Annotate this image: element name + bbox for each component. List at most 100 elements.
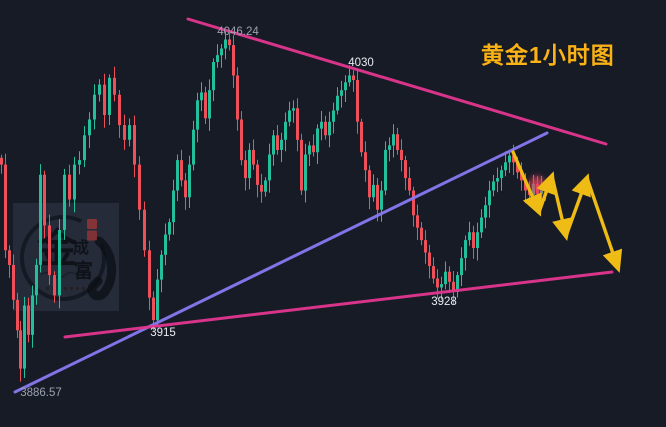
candle-body bbox=[508, 155, 511, 163]
candle-body bbox=[448, 271, 451, 282]
candle-body bbox=[492, 181, 495, 191]
candle-body bbox=[164, 234, 167, 255]
candle-body bbox=[248, 149, 251, 179]
candle-body bbox=[296, 108, 299, 140]
watermark-red-seal-top bbox=[87, 219, 97, 229]
price-label: 4030 bbox=[348, 57, 374, 69]
candle-body bbox=[39, 174, 42, 265]
candle-body bbox=[400, 149, 403, 160]
candle-body bbox=[268, 154, 271, 181]
candle-body bbox=[48, 225, 51, 276]
candle-body bbox=[98, 84, 101, 95]
forecast-arrow bbox=[536, 171, 556, 214]
price-highlight-marker bbox=[531, 178, 543, 194]
candle-body bbox=[372, 184, 375, 198]
candle-body bbox=[504, 162, 507, 171]
candle-body bbox=[472, 232, 475, 248]
candle-body bbox=[368, 170, 371, 198]
price-label: 4046.24 bbox=[217, 26, 259, 38]
candle-body bbox=[316, 128, 319, 153]
candle-body bbox=[408, 178, 411, 191]
candle-body bbox=[156, 279, 159, 321]
candle-body bbox=[73, 164, 76, 200]
candle-body bbox=[133, 125, 136, 165]
descending-resistance-line bbox=[186, 17, 608, 146]
forecast-arrow bbox=[550, 174, 573, 241]
candle-body bbox=[78, 160, 81, 165]
watermark-char-jin: 金 bbox=[37, 225, 77, 272]
watermark-char-cheng: 成 bbox=[73, 238, 90, 257]
candle-body bbox=[376, 184, 379, 210]
candle-body bbox=[31, 295, 34, 335]
candle-body bbox=[68, 174, 71, 200]
candle-body bbox=[320, 121, 323, 129]
candle-body bbox=[216, 55, 219, 62]
candle-body bbox=[440, 284, 443, 288]
candle-body bbox=[300, 139, 303, 191]
candle-body bbox=[516, 162, 519, 173]
candle-body bbox=[288, 110, 291, 122]
candle-body bbox=[512, 155, 515, 163]
candle-body bbox=[172, 190, 175, 223]
candle-body bbox=[332, 110, 335, 122]
candle-body bbox=[280, 139, 283, 150]
candle-body bbox=[138, 164, 141, 210]
candle-body bbox=[464, 240, 467, 259]
candle-body bbox=[108, 77, 111, 115]
candle-body bbox=[336, 95, 339, 111]
watermark-red-seal-bottom bbox=[87, 230, 97, 241]
candle-body bbox=[488, 190, 491, 206]
watermark-small-text bbox=[46, 287, 94, 290]
candle-body bbox=[456, 275, 459, 292]
price-labels-layer: 4046.24 4030 3915 3928 3886.57 bbox=[20, 26, 457, 399]
candle-body bbox=[123, 125, 126, 140]
candle-body bbox=[53, 275, 56, 296]
candle-body bbox=[480, 217, 483, 233]
candle-body bbox=[396, 134, 399, 150]
candle-body bbox=[204, 92, 207, 119]
candle-body bbox=[404, 160, 407, 179]
candle-body bbox=[35, 264, 38, 296]
candle-body bbox=[188, 164, 191, 198]
candle-body bbox=[23, 305, 26, 369]
candle-body bbox=[328, 121, 331, 136]
candle-body bbox=[352, 75, 355, 80]
candle-body bbox=[168, 222, 171, 235]
candle-body bbox=[208, 90, 211, 119]
candle-body bbox=[444, 271, 447, 285]
candle-body bbox=[276, 135, 279, 150]
candle-body bbox=[143, 209, 146, 251]
candle-body bbox=[200, 92, 203, 101]
candle-body bbox=[184, 180, 187, 198]
candle-body bbox=[93, 94, 96, 120]
candle-body bbox=[236, 75, 239, 120]
candle-body bbox=[520, 172, 523, 181]
candle-body bbox=[8, 250, 11, 265]
candle-body bbox=[496, 178, 499, 182]
candle-body bbox=[476, 232, 479, 248]
candle-body bbox=[324, 121, 327, 136]
candle-body bbox=[232, 45, 235, 76]
candle-body bbox=[16, 299, 19, 331]
candle-body bbox=[452, 281, 455, 292]
candle-body bbox=[228, 39, 231, 46]
candle-body bbox=[460, 258, 463, 276]
forecast-arrow bbox=[564, 173, 591, 238]
chart-title: 黄金1小时图 bbox=[481, 42, 615, 68]
candle-body bbox=[63, 174, 66, 230]
candle-body bbox=[284, 121, 287, 140]
candle-body bbox=[58, 230, 61, 296]
candle-body bbox=[240, 119, 243, 161]
candle-body bbox=[308, 145, 311, 155]
candle-body bbox=[348, 75, 351, 83]
candle-body bbox=[128, 125, 131, 140]
candle-body bbox=[428, 252, 431, 266]
candle-body bbox=[292, 108, 295, 111]
candle-body bbox=[384, 149, 387, 191]
candle-body bbox=[264, 180, 267, 192]
candle-body bbox=[196, 100, 199, 130]
candle-body bbox=[524, 180, 527, 191]
price-label: 3928 bbox=[431, 296, 457, 308]
candle-body bbox=[27, 305, 30, 335]
